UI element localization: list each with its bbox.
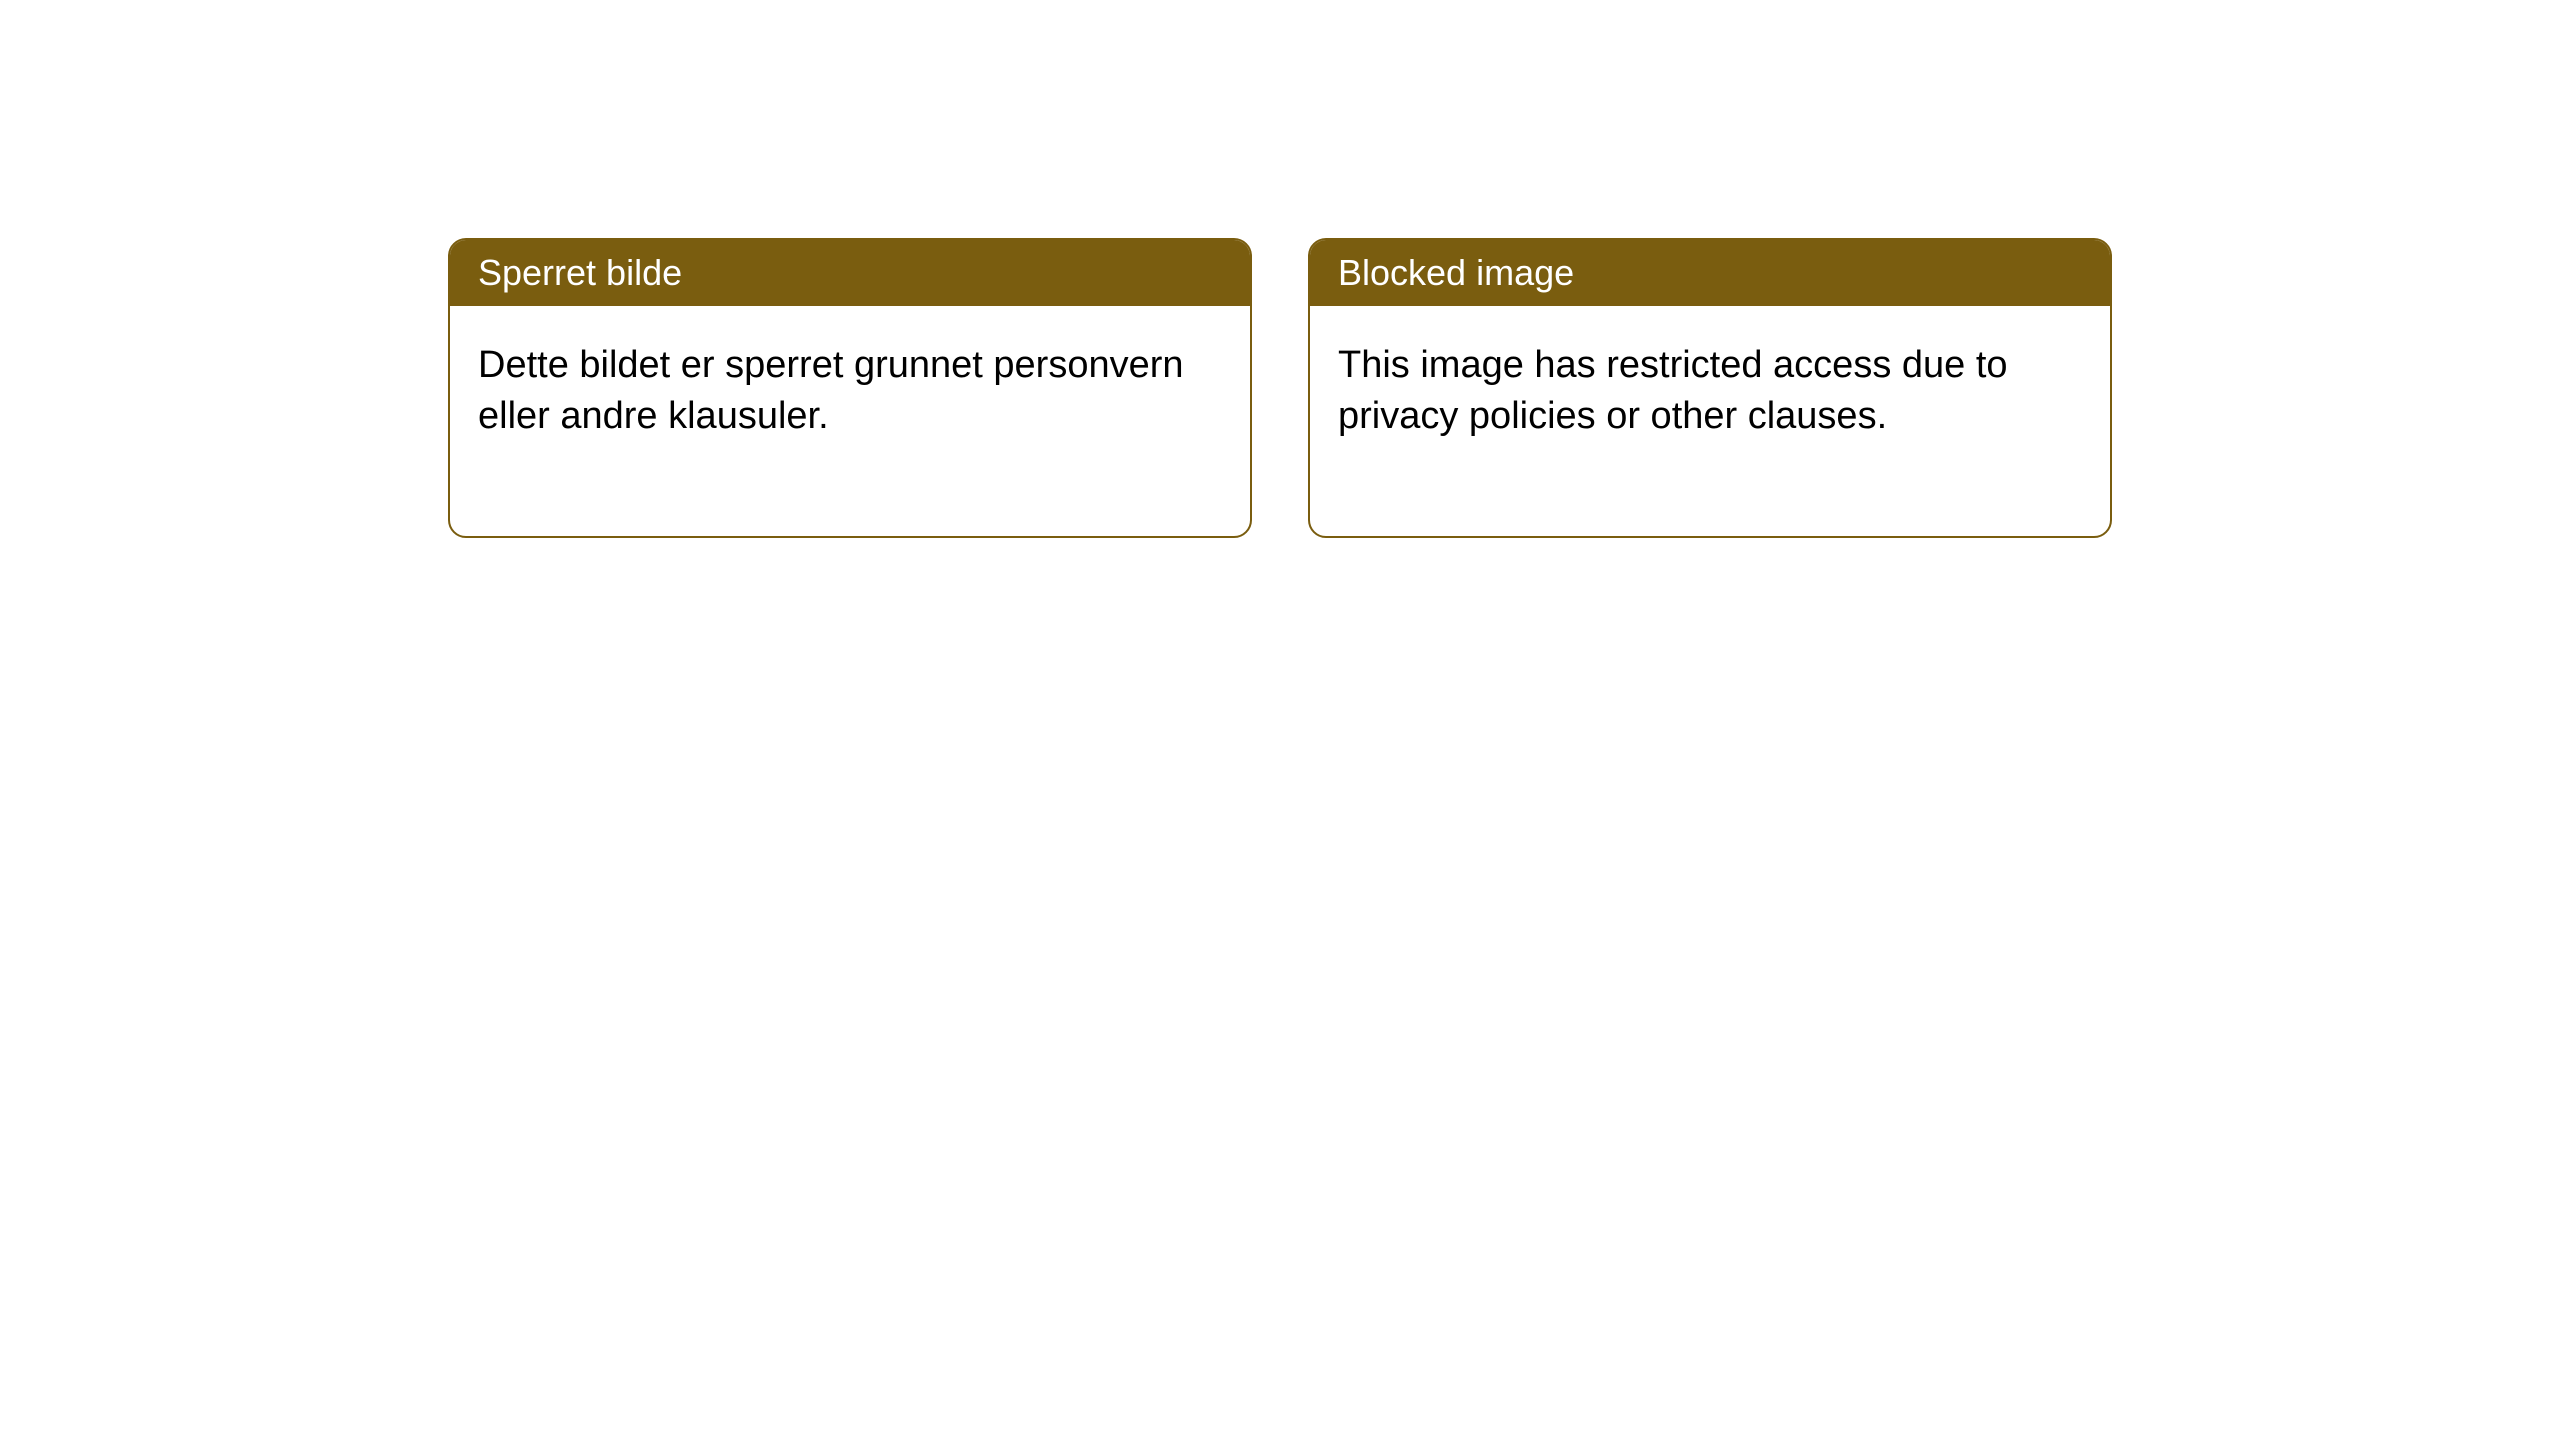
notice-title: Sperret bilde (478, 252, 682, 293)
notice-container: Sperret bilde Dette bildet er sperret gr… (448, 238, 2112, 538)
notice-body: Dette bildet er sperret grunnet personve… (450, 306, 1250, 536)
notice-header: Blocked image (1310, 240, 2110, 306)
notice-message: This image has restricted access due to … (1338, 344, 2008, 437)
notice-title: Blocked image (1338, 252, 1574, 293)
notice-header: Sperret bilde (450, 240, 1250, 306)
notice-card-norwegian: Sperret bilde Dette bildet er sperret gr… (448, 238, 1252, 538)
notice-body: This image has restricted access due to … (1310, 306, 2110, 536)
notice-message: Dette bildet er sperret grunnet personve… (478, 344, 1184, 437)
notice-card-english: Blocked image This image has restricted … (1308, 238, 2112, 538)
